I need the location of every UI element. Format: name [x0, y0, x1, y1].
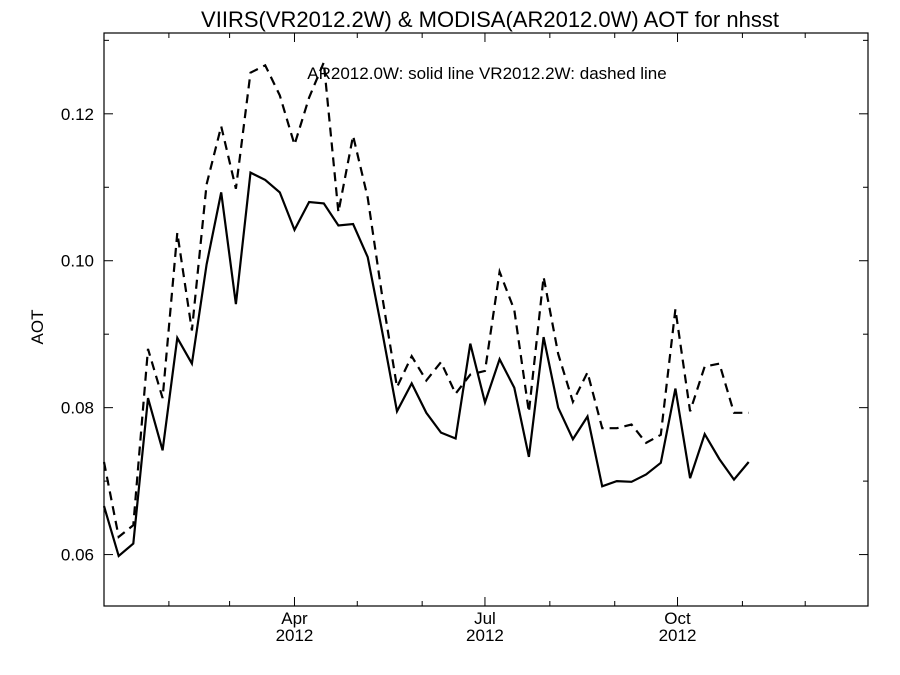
y-axis-label: AOT — [28, 310, 47, 345]
x-tick-label-month: Apr — [281, 609, 308, 628]
y-tick-label: 0.06 — [61, 546, 94, 565]
x-tick-label-month: Jul — [474, 609, 496, 628]
y-tick-label: 0.08 — [61, 399, 94, 418]
series-line-vr2012-2w — [102, 61, 749, 539]
chart-title: VIIRS(VR2012.2W) & MODISA(AR2012.0W) AOT… — [201, 7, 779, 32]
x-tick-label-year: 2012 — [276, 626, 314, 645]
x-tick-label-year: 2012 — [659, 626, 697, 645]
x-tick-label-year: 2012 — [466, 626, 504, 645]
series-line-ar2012-0w — [102, 170, 750, 558]
series-lines — [102, 61, 750, 558]
axis-ticks — [104, 33, 868, 606]
line-style-note: AR2012.0W: solid line VR2012.2W: dashed … — [307, 64, 666, 83]
y-tick-label: 0.12 — [61, 105, 94, 124]
x-tick-label-month: Oct — [664, 609, 691, 628]
y-tick-label: 0.10 — [61, 252, 94, 271]
plot-frame — [103, 32, 869, 607]
